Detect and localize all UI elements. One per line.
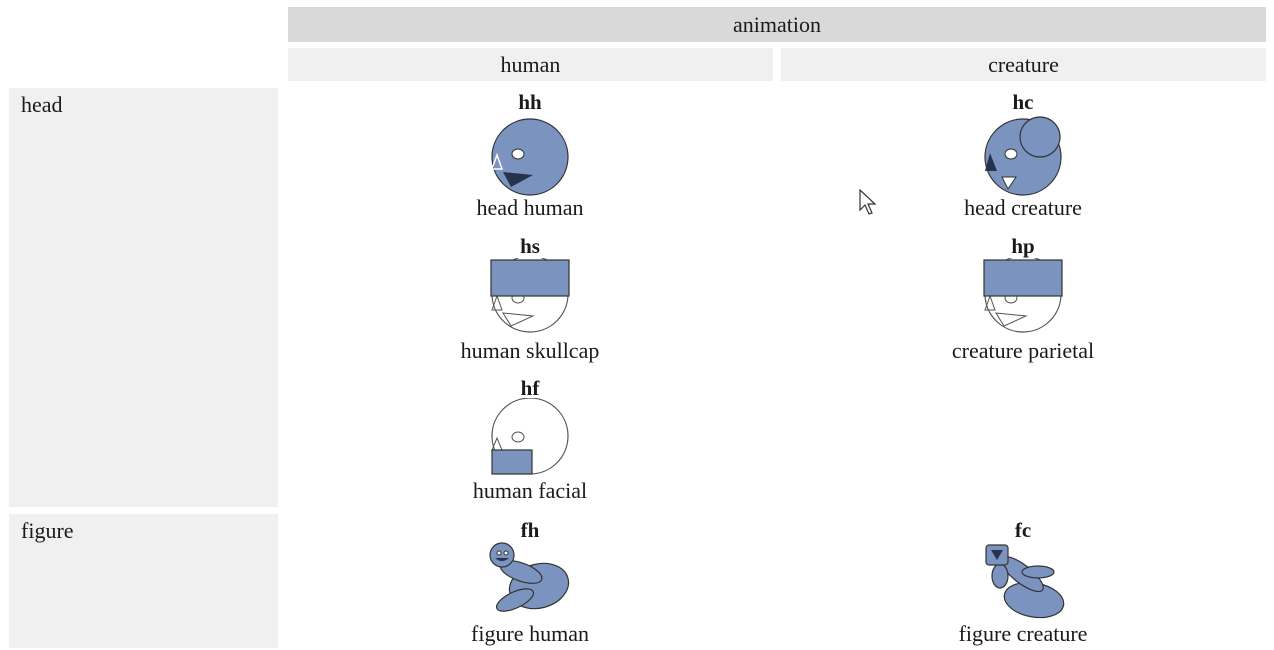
icon: [491, 398, 569, 475]
row-header: figure: [9, 514, 278, 648]
item-label: human skullcap: [460, 338, 600, 363]
item-label: figure human: [471, 621, 589, 646]
group-header: animation: [288, 7, 1266, 42]
item-code: hh: [518, 90, 542, 114]
icon: [490, 258, 570, 333]
icon: [985, 544, 1065, 619]
row-header: head: [9, 88, 278, 507]
item-code: fh: [520, 518, 540, 542]
column-header: human: [288, 48, 773, 81]
item-label: figure creature: [958, 621, 1088, 646]
icon: [489, 542, 570, 612]
item-label: head human: [476, 195, 584, 220]
item-code: fc: [1014, 518, 1032, 542]
item-code: hp: [1011, 234, 1035, 258]
icon: [490, 118, 569, 196]
item-code: hf: [520, 376, 540, 400]
mouse-cursor: [859, 188, 877, 215]
icon: [984, 116, 1062, 196]
item-code: hs: [520, 234, 540, 258]
icon: [983, 258, 1063, 333]
item-label: creature parietal: [951, 338, 1095, 363]
item-label: head creature: [964, 195, 1082, 220]
item-code: hc: [1012, 90, 1034, 114]
column-header: creature: [781, 48, 1266, 81]
item-label: human facial: [472, 478, 588, 503]
